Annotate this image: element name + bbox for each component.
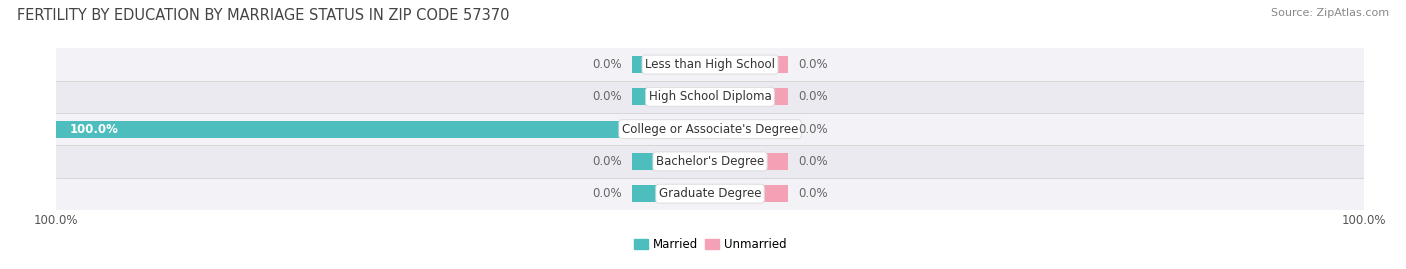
Bar (56, 113, 1364, 145)
Bar (631, 153, 710, 170)
Text: Source: ZipAtlas.com: Source: ZipAtlas.com (1271, 8, 1389, 18)
Text: Bachelor's Degree: Bachelor's Degree (657, 155, 763, 168)
Text: 0.0%: 0.0% (592, 90, 621, 103)
Bar (56, 48, 1364, 81)
Bar (56, 81, 1364, 113)
Text: 100.0%: 100.0% (69, 123, 118, 136)
Text: 0.0%: 0.0% (799, 58, 828, 71)
Bar (710, 56, 789, 73)
Legend: Married, Unmarried: Married, Unmarried (628, 233, 792, 256)
Bar (56, 178, 1364, 210)
Text: Less than High School: Less than High School (645, 58, 775, 71)
Bar (631, 89, 710, 105)
Text: 0.0%: 0.0% (799, 123, 828, 136)
Text: High School Diploma: High School Diploma (648, 90, 772, 103)
Bar (631, 185, 710, 202)
Text: 0.0%: 0.0% (592, 187, 621, 200)
Bar (631, 121, 710, 137)
Bar (56, 121, 710, 137)
Bar (631, 56, 710, 73)
Text: 0.0%: 0.0% (592, 155, 621, 168)
Text: Graduate Degree: Graduate Degree (659, 187, 761, 200)
Bar (710, 89, 789, 105)
Bar (710, 121, 789, 137)
Text: College or Associate's Degree: College or Associate's Degree (621, 123, 799, 136)
Bar (710, 153, 789, 170)
Text: 0.0%: 0.0% (799, 90, 828, 103)
Text: FERTILITY BY EDUCATION BY MARRIAGE STATUS IN ZIP CODE 57370: FERTILITY BY EDUCATION BY MARRIAGE STATU… (17, 8, 509, 23)
Text: 0.0%: 0.0% (592, 58, 621, 71)
Bar (56, 145, 1364, 178)
Text: 0.0%: 0.0% (799, 187, 828, 200)
Text: 0.0%: 0.0% (799, 155, 828, 168)
Bar (710, 185, 789, 202)
